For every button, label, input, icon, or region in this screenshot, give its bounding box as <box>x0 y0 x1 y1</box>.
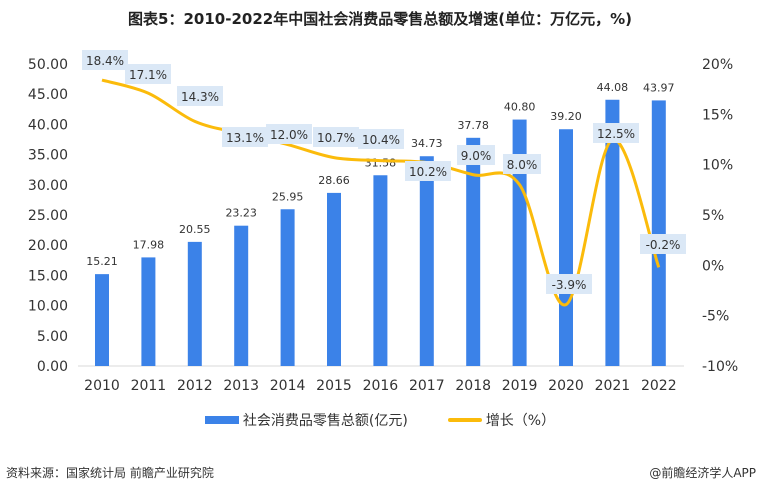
x-tick-label: 2013 <box>223 378 259 394</box>
x-tick-label: 2018 <box>455 378 491 394</box>
bar-label: 40.80 <box>504 101 536 114</box>
bar-label: 44.08 <box>597 81 629 94</box>
bar-label: 20.55 <box>179 223 211 236</box>
x-tick-label: 2015 <box>316 378 352 394</box>
growth-label-box <box>358 129 404 149</box>
legend-item-bar: 社会消费品零售总额(亿元) <box>204 410 408 430</box>
growth-label: 10.2% <box>409 165 447 179</box>
growth-label-box <box>640 234 686 254</box>
x-tick-label: 2022 <box>641 378 677 394</box>
credit: @前瞻经济学人APP <box>649 466 756 480</box>
legend-swatch-line <box>447 418 482 422</box>
growth-label: 10.4% <box>362 133 400 147</box>
bar <box>280 209 295 366</box>
bar <box>141 257 156 366</box>
bar <box>419 156 434 366</box>
bar-label: 23.23 <box>225 207 257 220</box>
bar <box>95 274 109 366</box>
right-tick-label: 5% <box>702 208 724 224</box>
left-tick-label: 45.00 <box>28 87 68 103</box>
bar <box>373 175 388 366</box>
x-tick-label: 2020 <box>548 378 584 394</box>
growth-label: 12.5% <box>597 127 635 141</box>
growth-label-box <box>82 50 128 70</box>
right-tick-label: -10% <box>702 359 738 375</box>
left-tick-label: 50.00 <box>28 57 68 73</box>
growth-label: -3.9% <box>552 278 587 292</box>
x-tick-label: 2012 <box>177 378 213 394</box>
x-tick-label: 2016 <box>363 378 399 394</box>
chart-plot: 0.00 5.00 10.00 15.00 20.00 25.00 30.00 35.00 40… <box>28 50 738 394</box>
growth-label: -0.2% <box>646 238 681 252</box>
right-tick-label: 10% <box>702 158 733 174</box>
bar-label: 17.98 <box>133 238 165 251</box>
growth-label: 10.7% <box>317 131 355 145</box>
legend: 社会消费品零售总额(亿元) 增长（%） <box>0 410 760 430</box>
bar-label: 43.97 <box>643 81 675 94</box>
bar <box>187 241 202 366</box>
growth-label-box <box>313 127 359 147</box>
left-tick-label: 20.00 <box>28 238 68 254</box>
chart-title: 图表5：2010-2022年中国社会消费品零售总额及增速(单位：万亿元，%) <box>128 10 632 28</box>
legend-item-line: 增长（%） <box>447 410 556 430</box>
bar-label: 15.21 <box>86 255 118 268</box>
left-tick-label: 40.00 <box>28 117 68 133</box>
growth-label: 13.1% <box>226 131 264 145</box>
growth-label-box <box>593 123 639 143</box>
bar-label: 28.66 <box>318 174 350 187</box>
bar <box>234 225 249 366</box>
x-tick-label: 2011 <box>131 378 167 394</box>
bar-label: 34.73 <box>411 137 443 150</box>
growth-label: 8.0% <box>507 158 538 172</box>
bar-label: 25.95 <box>272 190 304 203</box>
legend-label-line: 增长（%） <box>485 413 556 429</box>
growth-label-box <box>222 127 268 147</box>
x-tick-label: 2021 <box>595 378 631 394</box>
bar-label: 37.78 <box>457 119 489 132</box>
bar-label: 31.58 <box>365 156 397 169</box>
right-tick-label: -5% <box>702 309 729 325</box>
right-tick-label: 15% <box>702 107 733 123</box>
x-tick-label: 2017 <box>409 378 445 394</box>
growth-label: 18.4% <box>86 54 124 68</box>
bar <box>605 99 620 366</box>
legend-swatch-bar <box>204 416 239 424</box>
left-tick-label: 0.00 <box>37 359 68 375</box>
source-note: 资料来源：国家统计局 前瞻产业研究院 <box>6 466 214 480</box>
bar <box>466 137 481 366</box>
growth-label-box <box>503 154 541 174</box>
x-tick-label: 2010 <box>84 378 120 394</box>
growth-label-box <box>177 86 223 106</box>
growth-label-box <box>125 64 171 84</box>
growth-label-box <box>266 124 312 144</box>
bar <box>559 129 573 366</box>
left-tick-label: 10.00 <box>28 299 68 315</box>
growth-label: 14.3% <box>181 90 219 104</box>
right-tick-label: 20% <box>702 57 733 73</box>
right-tick-label: 0% <box>702 258 724 274</box>
growth-label: 9.0% <box>461 149 492 163</box>
left-tick-label: 15.00 <box>28 268 68 284</box>
left-tick-label: 35.00 <box>28 148 68 164</box>
bar-label: 39.20 <box>550 110 582 123</box>
growth-label-box <box>405 161 451 181</box>
growth-label-box <box>546 274 592 294</box>
x-tick-label: 2019 <box>502 378 538 394</box>
left-tick-label: 30.00 <box>28 178 68 194</box>
growth-label: 17.1% <box>129 68 167 82</box>
left-tick-label: 5.00 <box>37 329 68 345</box>
growth-label-box <box>457 145 495 165</box>
bar <box>327 192 341 366</box>
x-tick-label: 2014 <box>270 378 306 394</box>
legend-label-bar: 社会消费品零售总额(亿元) <box>242 413 408 429</box>
left-tick-label: 25.00 <box>28 208 68 224</box>
growth-label: 12.0% <box>270 128 308 142</box>
bar <box>651 100 666 366</box>
